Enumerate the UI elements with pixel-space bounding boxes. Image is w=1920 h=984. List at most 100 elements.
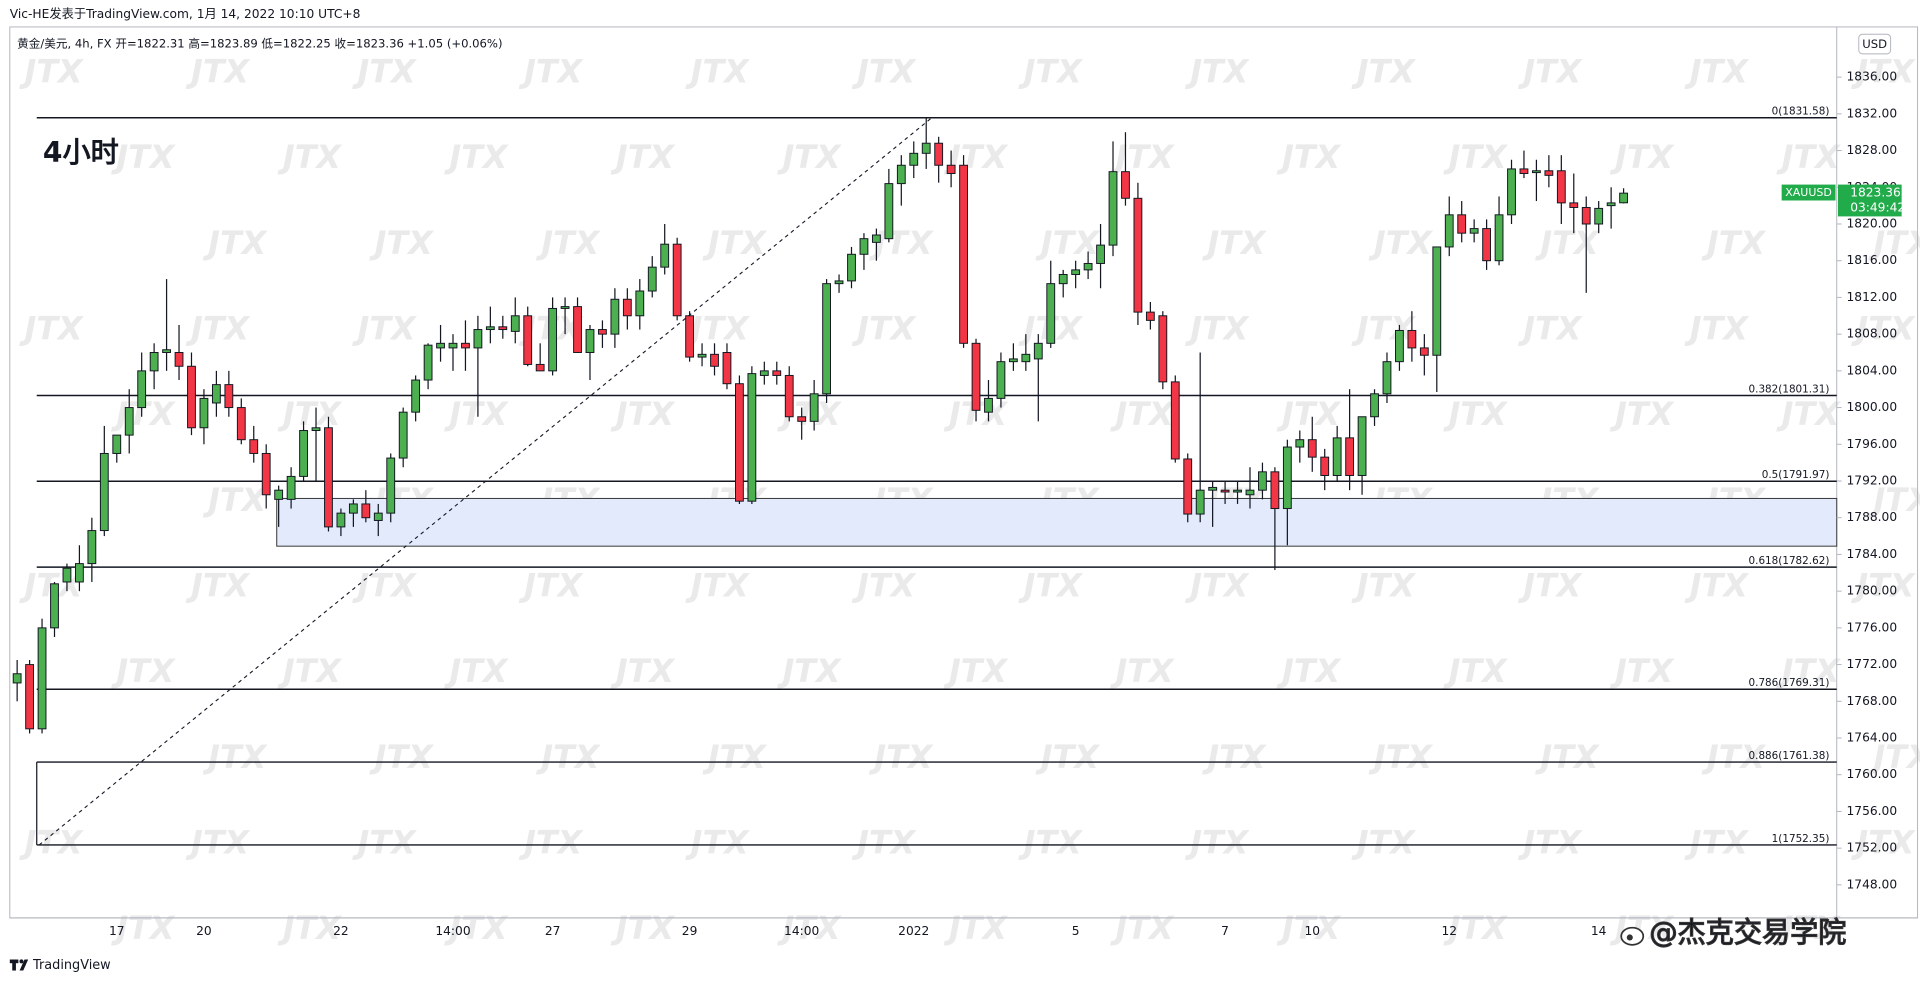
candle-body: [473, 329, 483, 349]
candle-body: [199, 397, 209, 429]
candle-body: [261, 452, 271, 496]
candle-body: [1058, 273, 1068, 285]
x-tick-label: 14: [1591, 924, 1607, 938]
x-tick-label: 20: [196, 924, 212, 938]
y-tick-label: 1756.00: [1847, 804, 1898, 818]
watermark: JTX: [277, 909, 343, 947]
watermark: JTX: [1110, 395, 1176, 433]
watermark: JTX: [776, 138, 842, 176]
watermark: JTX: [1609, 395, 1675, 433]
candle-body: [124, 407, 134, 436]
y-tick-label: 1768.00: [1847, 694, 1898, 708]
candle-body: [996, 361, 1006, 399]
candle-body: [1320, 456, 1330, 476]
candle-body: [336, 512, 346, 528]
watermark: JTX: [1276, 395, 1342, 433]
watermark: JTX: [1517, 823, 1583, 861]
watermark: JTX: [610, 138, 676, 176]
watermark: JTX: [1035, 224, 1101, 262]
watermark: JTX: [685, 309, 751, 347]
candle-body: [1046, 283, 1056, 344]
candle-body: [635, 290, 645, 317]
candle-body: [386, 457, 396, 514]
fib-label: 0.5(1791.97): [1762, 469, 1830, 481]
watermark: JTX: [1184, 566, 1250, 604]
candle-body: [896, 164, 906, 185]
candle-body: [523, 315, 533, 365]
candle-body: [871, 234, 881, 243]
candle-body: [784, 374, 794, 418]
watermark: JTX: [1684, 823, 1750, 861]
watermark: JTX: [1517, 566, 1583, 604]
watermark: JTX: [535, 224, 601, 262]
watermark: JTX: [352, 52, 418, 90]
watermark: JTX: [1184, 309, 1250, 347]
watermark: JTX: [1609, 652, 1675, 690]
candle-body: [1258, 471, 1267, 491]
candle-body: [187, 365, 196, 429]
candle-body: [510, 315, 520, 332]
currency[interactable]: USD: [1862, 37, 1887, 51]
watermark: JTX: [1351, 309, 1417, 347]
x-tick-label: 17: [109, 924, 125, 938]
watermark: JTX: [685, 52, 751, 90]
candle-body: [25, 664, 35, 730]
candle-body: [75, 563, 84, 583]
x-tick-label: 14:00: [435, 924, 470, 938]
candle-body: [672, 243, 682, 317]
watermark: JTX: [352, 566, 418, 604]
candle-body: [423, 344, 433, 381]
watermark: JTX: [1517, 52, 1583, 90]
watermark: JTX: [1443, 652, 1509, 690]
watermark: JTX: [685, 823, 751, 861]
watermark: JTX: [776, 909, 842, 947]
candle-body: [1569, 202, 1579, 208]
footer-logo: [9, 959, 29, 971]
currency-box[interactable]: [1858, 33, 1892, 55]
watermark: JTX: [1867, 481, 1920, 519]
watermark: JTX: [443, 909, 509, 947]
y-tick-label: 1808.00: [1847, 327, 1898, 341]
footer-text: TradingView: [32, 958, 111, 973]
plot: 1748.00 1752.00 1756.00 1760.00 1764.00 1768.…: [9, 70, 1918, 938]
candle-body: [1619, 192, 1628, 204]
candle-body: [622, 298, 632, 317]
candle-body: [311, 427, 321, 432]
watermark: JTX: [277, 652, 343, 690]
candle-body: [884, 183, 894, 240]
candle-body: [1096, 244, 1105, 264]
logo-part: [19, 959, 29, 971]
watermark: JTX: [518, 823, 584, 861]
candle-body: [747, 373, 757, 502]
candle-body: [1133, 197, 1143, 313]
watermark: JTX: [1018, 52, 1084, 90]
watermark: JTX: [851, 566, 917, 604]
candle-body: [1307, 439, 1317, 458]
watermark: JTX: [1776, 652, 1842, 690]
watermark: JTX: [1351, 823, 1417, 861]
candle-body: [1432, 246, 1442, 356]
candle-body: [1357, 416, 1367, 476]
watermark: JTX: [369, 738, 435, 776]
annotation: 4小时: [43, 136, 119, 169]
candle-body: [585, 329, 595, 353]
watermark: JTX: [443, 138, 509, 176]
candle-body: [1345, 437, 1355, 476]
candle-body: [1021, 353, 1031, 363]
candle-body: [1282, 446, 1292, 510]
y-tick-label: 1820.00: [1847, 216, 1898, 230]
candle-body: [1295, 439, 1305, 448]
watermark: JTX: [1701, 738, 1767, 776]
publisher: Vic-HE发表于TradingView.com, 1月 14, 2022 10…: [10, 6, 361, 21]
candle-body: [1195, 489, 1205, 515]
price-tag-value: 1823.36: [1850, 186, 1901, 200]
watermark: JTX: [1368, 224, 1434, 262]
watermark: JTX: [202, 738, 268, 776]
candle-body: [137, 370, 147, 409]
x-tick-label: 14:00: [784, 924, 819, 938]
x-tick-label: 12: [1441, 924, 1457, 938]
candle-body: [162, 349, 171, 353]
